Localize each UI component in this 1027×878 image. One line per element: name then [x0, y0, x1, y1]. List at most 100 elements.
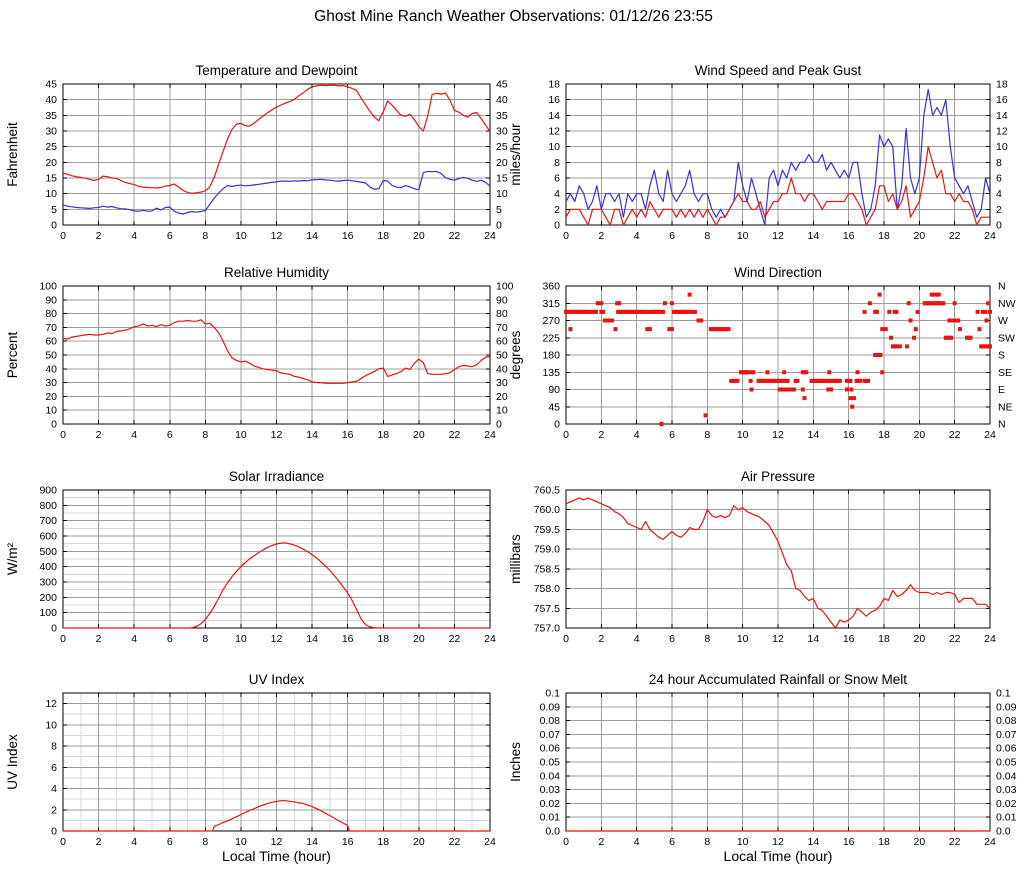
compass-label: S — [998, 350, 1005, 362]
scatter-point — [617, 301, 621, 306]
y-tick-label: 35 — [45, 110, 57, 122]
scatter-point — [975, 309, 980, 314]
x-tick-label: 0 — [563, 836, 569, 848]
x-tick-label: 18 — [878, 429, 890, 441]
scatter-point — [765, 370, 770, 375]
x-tick-label: 18 — [377, 429, 389, 441]
x-tick-label: 22 — [449, 836, 461, 848]
scatter-point — [850, 404, 855, 409]
irradiance-line — [63, 542, 490, 629]
y-tick-label-right: 0.03 — [996, 784, 1017, 796]
scatter-point — [782, 370, 787, 375]
scatter-point — [906, 301, 911, 306]
y-axis-label: Inches — [508, 742, 523, 782]
x-tick-label: 16 — [342, 633, 354, 645]
y-tick-label-right: 80 — [496, 308, 508, 320]
y-tick-label: 10 — [45, 719, 57, 731]
y-tick-label: 60 — [45, 336, 57, 348]
scatter-point — [692, 309, 697, 314]
y-tick-label: 400 — [39, 561, 57, 573]
x-tick-label: 0 — [60, 633, 66, 645]
y-tick-label: 0 — [554, 419, 560, 431]
scatter-point — [568, 327, 573, 332]
y-tick-label: 20 — [45, 391, 57, 403]
y-axis-label: miles/hour — [508, 123, 523, 186]
scatter-point — [594, 309, 599, 314]
x-tick-label: 18 — [377, 633, 389, 645]
x-tick-label: 22 — [449, 230, 461, 242]
x-tick-label: 24 — [484, 230, 496, 242]
y-tick-label: 0.04 — [540, 770, 561, 782]
y-tick-label: 40 — [45, 94, 57, 106]
y-tick-label-right: 60 — [496, 336, 508, 348]
y-tick-label: 40 — [45, 363, 57, 375]
x-tick-label: 12 — [271, 836, 283, 848]
scatter-point — [968, 335, 973, 340]
y-tick-label: 80 — [45, 308, 57, 320]
x-tick-label: 18 — [377, 230, 389, 242]
scatter-point — [645, 327, 650, 332]
x-tick-label: 10 — [235, 230, 247, 242]
scatter-point — [751, 370, 756, 375]
scatter-point — [952, 301, 957, 306]
scatter-point — [699, 318, 704, 323]
x-tick-label: 14 — [306, 230, 318, 242]
x-tick-label: 18 — [878, 836, 890, 848]
scatter-point — [748, 378, 753, 383]
x-tick-label: 10 — [737, 633, 749, 645]
x-tick-label: 14 — [306, 633, 318, 645]
x-tick-label: 2 — [598, 836, 604, 848]
scatter-point — [897, 344, 902, 349]
y-tick-label: 225 — [542, 332, 560, 344]
y-tick-label: 759.0 — [534, 544, 560, 556]
y-tick-label-right: 5 — [496, 204, 502, 216]
air-pressure-chart: 757.0 757.5 758.0 758.5 759.0 759.5 760.0 760.5… — [508, 469, 996, 645]
y-tick-label: 5 — [51, 204, 57, 216]
x-tick-label: 8 — [202, 429, 208, 441]
chart-title: Wind Direction — [734, 265, 822, 280]
scatter-point — [877, 292, 882, 297]
x-tick-label: 2 — [96, 836, 102, 848]
y-tick-label-right: 35 — [496, 110, 508, 122]
chart-title: Wind Speed and Peak Gust — [695, 63, 862, 78]
x-tick-label: 14 — [807, 633, 819, 645]
chart-title: Solar Irradiance — [229, 469, 324, 484]
scatter-point — [855, 370, 860, 375]
x-tick-label: 4 — [634, 633, 640, 645]
x-tick-label: 10 — [235, 429, 247, 441]
x-tick-label: 20 — [413, 230, 425, 242]
x-tick-label: 16 — [342, 429, 354, 441]
y-tick-label: 300 — [39, 577, 57, 589]
y-tick-label-right: 0.09 — [996, 701, 1017, 713]
scatter-point — [941, 301, 946, 306]
dewpoint-line — [62, 170, 491, 215]
compass-label: SW — [998, 332, 1015, 344]
x-tick-label: 18 — [878, 230, 890, 242]
compass-label: NW — [998, 298, 1016, 310]
x-tick-label: 8 — [704, 836, 710, 848]
scatter-point — [599, 301, 604, 306]
scatter-point — [848, 396, 853, 401]
y-tick-label: 0.02 — [540, 798, 561, 810]
y-tick-label: 800 — [39, 500, 57, 512]
x-tick-label: 10 — [737, 429, 749, 441]
scatter-point — [643, 309, 648, 314]
x-tick-label: 2 — [96, 633, 102, 645]
y-tick-label: 4 — [554, 188, 560, 200]
scatter-point — [601, 309, 606, 314]
x-tick-label: 24 — [984, 230, 996, 242]
y-tick-label: 16 — [548, 94, 560, 106]
x-axis-label: Local Time (hour) — [222, 848, 331, 864]
y-tick-label-right: 10 — [496, 188, 508, 200]
y-axis-label: W/m² — [5, 542, 20, 575]
scatter-point — [913, 327, 918, 332]
y-axis-label: UV Index — [5, 734, 20, 790]
scatter-point — [826, 387, 831, 392]
scatter-point — [732, 378, 737, 383]
x-tick-label: 24 — [484, 836, 496, 848]
scatter-point — [647, 309, 652, 314]
y-tick-label: 900 — [39, 485, 57, 497]
compass-label: N — [998, 419, 1006, 431]
